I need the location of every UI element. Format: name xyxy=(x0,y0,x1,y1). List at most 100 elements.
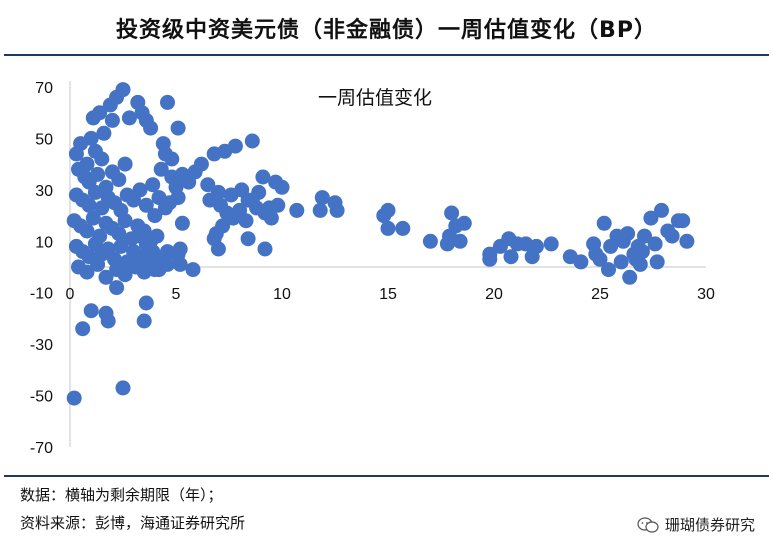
data-point xyxy=(263,210,279,226)
data-point xyxy=(81,197,97,213)
x-tick-label: 20 xyxy=(485,286,503,303)
data-point xyxy=(79,264,95,280)
data-point xyxy=(622,269,638,285)
data-point xyxy=(643,210,659,226)
data-point xyxy=(634,244,650,260)
y-tick-label: -70 xyxy=(30,440,53,457)
data-point xyxy=(83,303,99,319)
data-point xyxy=(647,236,663,252)
y-tick-label: 50 xyxy=(35,131,53,148)
data-point xyxy=(104,112,120,128)
data-point xyxy=(111,226,127,242)
data-point xyxy=(117,156,133,172)
data-point xyxy=(170,120,186,136)
data-point xyxy=(380,220,396,236)
scatter-chart: 70 50 30 10 -10 -30 -50 -70 0 5 10 15 20 25 30 一周估值变化 xyxy=(30,80,715,457)
x-tick-label: 30 xyxy=(697,286,715,303)
data-point xyxy=(620,226,636,242)
data-point xyxy=(121,110,137,126)
data-point xyxy=(664,228,680,244)
data-point xyxy=(543,236,559,252)
data-point xyxy=(172,256,188,272)
x-tick-label: 25 xyxy=(591,286,609,303)
data-point xyxy=(162,195,178,211)
data-point xyxy=(147,208,163,224)
data-point xyxy=(452,233,468,249)
data-point xyxy=(456,215,472,231)
top-divider xyxy=(4,54,769,56)
watermark-text: 珊瑚债券研究 xyxy=(664,516,755,534)
data-point xyxy=(138,295,154,311)
data-point xyxy=(160,94,175,110)
data-point xyxy=(83,130,99,146)
data-point xyxy=(109,280,125,296)
data-point xyxy=(111,172,127,188)
data-point xyxy=(255,169,271,185)
data-point xyxy=(132,228,148,244)
data-point xyxy=(503,249,519,265)
data-point xyxy=(117,213,133,229)
data-point xyxy=(98,269,114,285)
data-point xyxy=(113,238,129,254)
data-point xyxy=(227,138,243,154)
data-point xyxy=(85,210,101,226)
data-point xyxy=(637,228,652,244)
data-point xyxy=(613,254,629,270)
data-point xyxy=(94,151,110,167)
data-point xyxy=(90,166,106,182)
data-point xyxy=(289,202,305,218)
x-tick-label: 15 xyxy=(379,286,397,303)
data-point xyxy=(654,202,669,218)
data-point xyxy=(314,190,330,206)
x-tick-label: 5 xyxy=(172,286,181,303)
data-point xyxy=(151,262,167,278)
data-point xyxy=(90,256,106,272)
note-line: 数据：横轴为剩余期限（年）； xyxy=(20,486,223,504)
x-tick-label: 0 xyxy=(66,286,75,303)
data-point xyxy=(482,251,498,267)
chart-title-bar: 投资级中资美元债（非金融债）一周估值变化（BP） xyxy=(0,6,773,50)
scatter-series xyxy=(66,82,695,406)
data-point xyxy=(257,241,273,257)
data-point xyxy=(153,161,169,177)
series-legend-label: 一周估值变化 xyxy=(318,87,432,109)
data-point xyxy=(157,146,173,162)
data-point xyxy=(601,262,616,278)
data-point xyxy=(66,390,82,406)
data-point xyxy=(649,254,665,270)
y-tick-label: -10 xyxy=(30,286,53,303)
data-point xyxy=(238,213,254,229)
page-title: 投资级中资美元债（非金融债）一周估值变化（BP） xyxy=(116,18,657,43)
data-point xyxy=(174,215,190,231)
y-tick-label: -50 xyxy=(30,389,53,406)
x-tick-labels: 0 5 10 15 20 25 30 xyxy=(66,286,715,303)
data-point xyxy=(675,213,691,229)
data-point xyxy=(215,218,231,234)
data-point xyxy=(100,313,116,329)
bottom-divider xyxy=(4,475,769,477)
data-point xyxy=(143,120,159,136)
data-point xyxy=(312,202,328,218)
data-point xyxy=(422,233,438,249)
data-point xyxy=(145,244,161,260)
x-tick-label: 10 xyxy=(273,286,291,303)
y-tick-label: -30 xyxy=(30,337,53,354)
data-point xyxy=(244,133,260,149)
data-point xyxy=(149,228,165,244)
data-point xyxy=(193,156,209,172)
data-point xyxy=(444,205,460,221)
data-point xyxy=(117,267,133,283)
data-point xyxy=(79,223,95,239)
watermark: 珊瑚债券研究 xyxy=(637,514,755,535)
data-point xyxy=(200,177,216,193)
y-tick-label: 70 xyxy=(35,80,53,97)
data-point xyxy=(270,197,286,213)
source-line: 资料来源：彭博，海通证券研究所 xyxy=(20,514,246,532)
data-point xyxy=(132,182,148,198)
data-point xyxy=(329,202,345,218)
y-tick-label: 30 xyxy=(35,183,53,200)
y-tick-label: 10 xyxy=(35,234,53,251)
chat-bubble-icon xyxy=(637,516,659,533)
data-point xyxy=(136,313,152,329)
data-point xyxy=(96,125,112,141)
